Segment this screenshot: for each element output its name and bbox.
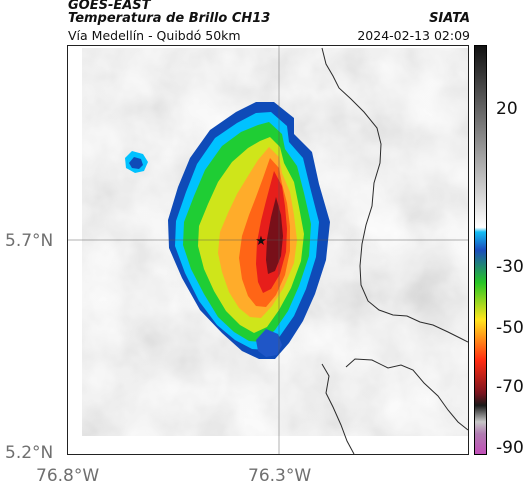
header-timestamp: 2024-02-13 02:09 <box>357 28 470 43</box>
colorbar <box>474 45 487 455</box>
colorbar-label-minus-90: -90 <box>496 438 524 458</box>
colorbar-label-minus-30: -30 <box>496 257 524 277</box>
map-canvas: ★ <box>68 46 468 454</box>
header-route: Vía Medellín - Quibdó 50km <box>68 28 241 43</box>
longitude-tick-76-3: 76.3°W <box>248 466 312 486</box>
header-organization: SIATA <box>429 11 470 26</box>
colorbar-label-20: 20 <box>496 99 518 119</box>
latitude-tick-5-7: 5.7°N <box>5 231 54 251</box>
colorbar-label-minus-50: -50 <box>496 318 524 338</box>
storm-cloud-layer <box>125 102 330 359</box>
colorbar-label-minus-70: -70 <box>496 377 524 397</box>
header-product: Temperatura de Brillo CH13 <box>68 11 271 26</box>
header-source: GOES-EAST <box>68 0 151 13</box>
map-panel: ★ <box>67 45 469 455</box>
star-icon: ★ <box>255 234 267 249</box>
longitude-tick-76-8: 76.8°W <box>36 466 100 486</box>
boundary-lines <box>321 47 468 454</box>
reference-gridlines <box>68 46 468 454</box>
latitude-tick-5-2: 5.2°N <box>5 443 54 463</box>
